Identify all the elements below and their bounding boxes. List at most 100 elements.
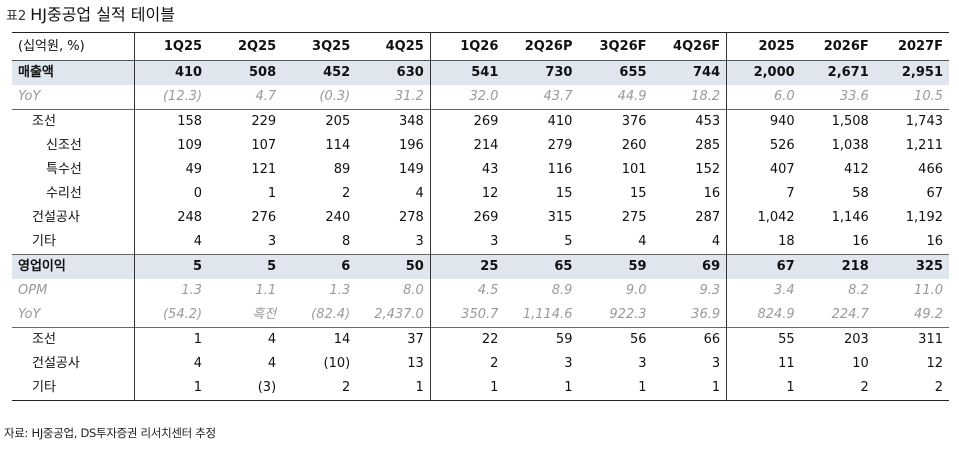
row-label: 기타 [12,376,135,401]
table-cell: 116 [547,162,573,177]
table-cell: (3) [208,376,283,401]
table-cell: 269 [473,210,499,225]
table-cell: 58 [852,186,869,201]
repair-row: 수리선 0 1 2 4 12 15 15 16 7 58 67 [12,182,949,206]
table-cell: 59 [504,327,579,352]
table-cell: 287 [652,206,728,230]
table-cell: 224.7 [831,307,869,322]
row-label: 조선 [12,109,135,134]
table-cell: 59 [578,254,653,279]
table-cell: 410 [134,60,209,85]
row-label: 기타 [12,230,135,255]
table-cell: 18.2 [652,85,728,110]
row-label: 수리선 [12,182,135,206]
table-cell: 1 [652,376,728,401]
table-cell: 260 [621,138,647,153]
table-cell: 1,508 [800,109,875,134]
table-cell: 6.0 [774,89,795,104]
table-cell: 278 [356,206,431,230]
shipbuilding-op-row: 조선 1 4 14 37 22 59 56 66 55 203 311 [12,327,949,352]
revenue-row: 매출액 410 508 452 630 541 730 655 744 2,00… [12,60,949,85]
table-cell: 1 [356,376,431,401]
table-cell: 218 [800,254,875,279]
opm-row: OPM 1.3 1.1 1.3 8.0 4.5 8.9 9.0 9.3 3.4 … [12,279,949,303]
table-cell: 276 [251,210,277,225]
table-cell: 114 [325,138,351,153]
header-col: 3Q25 [282,32,357,61]
table-cell: 4 [193,356,203,371]
table-cell: 4 [356,182,431,206]
table-cell: 1 [504,376,579,401]
table-cell: 67 [726,254,801,279]
table-cell: 526 [769,138,795,153]
table-cell: 3 [356,230,431,255]
table-cell: 2,000 [726,60,801,85]
row-label: OPM [12,279,135,303]
table-cell: 325 [874,254,949,279]
row-label: 매출액 [12,60,135,85]
table-cell: 824.9 [757,307,795,322]
table-cell: 508 [208,60,283,85]
table-cell: 2 [341,186,351,201]
header-col: 2Q25 [208,32,283,61]
table-cell: 66 [652,327,728,352]
table-cell: 452 [282,60,357,85]
table-cell: 630 [356,60,431,85]
table-cell: 1.1 [255,283,277,298]
table-cell: 5 [208,254,283,279]
header-row: (십억원, %) 1Q25 2Q25 3Q25 4Q25 1Q26 2Q26P … [12,32,949,61]
table-title: 표2 HJ중공업 실적 테이블 [6,4,175,26]
table-cell: 3 [638,356,647,371]
header-col: 2Q26P [504,32,579,61]
table-cell: (10) [323,356,351,371]
table-cell: 15 [630,186,647,201]
header-col: 4Q26F [652,32,728,61]
table-cell: 1,192 [905,210,943,225]
table-cell: 31.2 [356,85,431,110]
table-cell: 5 [564,234,573,249]
table-cell: (54.2) [162,307,203,322]
table-cell: 22 [430,327,505,352]
table-cell: 412 [843,162,869,177]
table-cell: 89 [333,162,351,177]
table-cell: 109 [177,138,203,153]
table-cell: 376 [578,109,653,134]
row-label: YoY [12,303,135,328]
table-cell: 8.0 [356,279,431,303]
shipbuilding-revenue-row: 조선 158 229 205 348 269 410 376 453 940 1… [12,109,949,134]
table-cell: 152 [652,158,728,182]
table-cell: 2 [490,356,499,371]
header-col: 3Q26F [578,32,653,61]
row-label: YoY [12,85,135,110]
table-cell: 11 [778,356,795,371]
header-unit: (십억원, %) [12,32,135,61]
table-cell: 285 [652,134,728,158]
table-cell: 311 [874,327,949,352]
table-number: 표2 [6,9,27,24]
operating-profit-row: 영업이익 5 5 6 50 25 65 59 69 67 218 325 [12,254,949,279]
table-cell: 흑전 [252,307,277,322]
table-cell: 1 [578,376,653,401]
table-cell: 43.7 [543,89,573,104]
special-ship-row: 특수선 49 121 89 149 43 116 101 152 407 412… [12,158,949,182]
table-cell: 56 [578,327,653,352]
table-cell: 15 [555,186,573,201]
table-cell: 348 [356,109,431,134]
table-cell: 453 [652,109,728,134]
header-col: 1Q26 [430,32,505,61]
newbuild-row: 신조선 109 107 114 196 214 279 260 285 526 … [12,134,949,158]
table-cell: 350.7 [461,307,499,322]
table-cell: 203 [800,327,875,352]
op-yoy-row: YoY (54.2) 흑전 (82.4) 2,437.0 350.7 1,114… [12,303,949,328]
table-cell: 50 [356,254,431,279]
table-cell: (0.3) [319,89,351,104]
row-label: 특수선 [12,158,135,182]
table-cell: 44.9 [617,89,647,104]
header-col: 2027F [874,32,949,61]
table-cell: 32.0 [469,89,499,104]
table-cell: 16 [926,234,943,249]
table-cell: 4 [267,356,277,371]
table-cell: 8 [341,234,351,249]
table-cell: 214 [473,138,499,153]
table-cell: 8.9 [551,283,573,298]
